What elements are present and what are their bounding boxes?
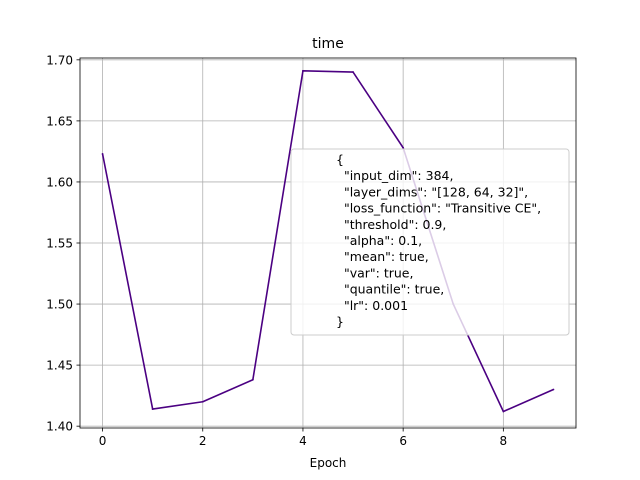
legend-line: } bbox=[336, 314, 344, 329]
legend-line: "mean": true, bbox=[336, 249, 429, 264]
y-tick-label: 1.60 bbox=[46, 175, 73, 189]
axis-ticks: 0 2 4 6 8 1.40 1.45 1.50 1.55 1.60 1.65 1.70 bbox=[46, 53, 507, 448]
data-point bbox=[552, 388, 555, 391]
legend-box bbox=[290, 148, 570, 336]
legend-line: "alpha": 0.1, bbox=[336, 233, 422, 248]
data-point bbox=[251, 378, 254, 381]
y-tick-label: 1.45 bbox=[46, 359, 73, 373]
legend: { "input_dim": 384, "layer_dims": "[128,… bbox=[290, 148, 570, 336]
data-point bbox=[402, 146, 405, 149]
legend-text-block: { "input_dim": 384, "layer_dims": "[128,… bbox=[336, 152, 541, 329]
legend-line: { bbox=[336, 152, 344, 167]
x-tick-label: 0 bbox=[99, 434, 107, 448]
data-point bbox=[352, 71, 354, 73]
y-tick-label: 1.65 bbox=[46, 114, 73, 128]
x-tick-label: 8 bbox=[500, 434, 508, 448]
y-tick-label: 1.50 bbox=[46, 298, 73, 312]
data-point bbox=[151, 408, 154, 410]
legend-line: "lr": 0.001 bbox=[336, 298, 408, 313]
legend-line: "quantile": true, bbox=[336, 282, 444, 297]
y-tick-label: 1.40 bbox=[46, 420, 73, 434]
data-point bbox=[502, 410, 505, 413]
x-tick-label: 6 bbox=[399, 434, 407, 448]
chart-title: time bbox=[312, 36, 344, 52]
legend-line: "threshold": 0.9, bbox=[336, 217, 446, 232]
legend-line: "input_dim": 384, bbox=[336, 168, 453, 183]
series-line bbox=[101, 70, 554, 413]
x-axis-label: Epoch bbox=[310, 456, 347, 470]
y-tick-label: 1.70 bbox=[46, 53, 73, 67]
legend-line: "layer_dims": "[128, 64, 32]", bbox=[336, 184, 528, 199]
data-point bbox=[302, 69, 304, 72]
data-point bbox=[101, 152, 104, 155]
series-layer bbox=[101, 69, 555, 413]
legend-line: "var": true, bbox=[336, 265, 413, 280]
y-tick-label: 1.55 bbox=[46, 237, 73, 251]
legend-line: "loss_function": "Transitive CE", bbox=[336, 201, 541, 216]
x-tick-label: 4 bbox=[299, 434, 307, 448]
x-tick-label: 2 bbox=[199, 434, 207, 448]
data-point bbox=[201, 400, 204, 403]
